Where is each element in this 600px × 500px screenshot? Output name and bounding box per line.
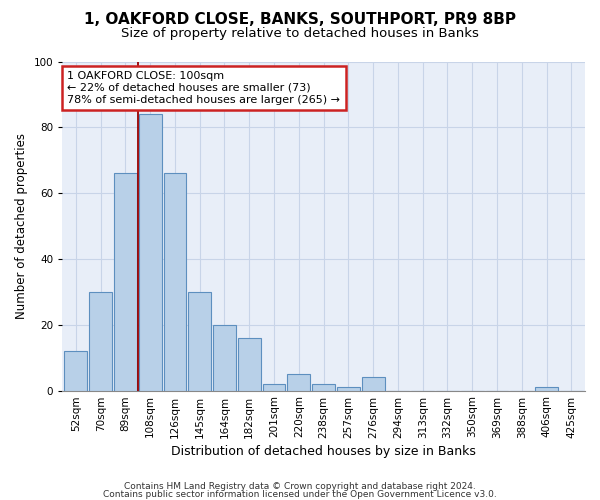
X-axis label: Distribution of detached houses by size in Banks: Distribution of detached houses by size …: [171, 444, 476, 458]
Bar: [312, 384, 335, 390]
Text: 1 OAKFORD CLOSE: 100sqm
← 22% of detached houses are smaller (73)
78% of semi-de: 1 OAKFORD CLOSE: 100sqm ← 22% of detache…: [67, 72, 340, 104]
Bar: [114, 174, 137, 390]
Bar: [64, 351, 87, 391]
Bar: [89, 292, 112, 390]
Bar: [188, 292, 211, 390]
Text: Contains HM Land Registry data © Crown copyright and database right 2024.: Contains HM Land Registry data © Crown c…: [124, 482, 476, 491]
Bar: [362, 378, 385, 390]
Text: 1, OAKFORD CLOSE, BANKS, SOUTHPORT, PR9 8BP: 1, OAKFORD CLOSE, BANKS, SOUTHPORT, PR9 …: [84, 12, 516, 28]
Bar: [287, 374, 310, 390]
Y-axis label: Number of detached properties: Number of detached properties: [15, 133, 28, 319]
Bar: [164, 174, 187, 390]
Bar: [337, 388, 360, 390]
Bar: [139, 114, 161, 390]
Bar: [213, 325, 236, 390]
Bar: [535, 388, 558, 390]
Bar: [238, 338, 260, 390]
Text: Size of property relative to detached houses in Banks: Size of property relative to detached ho…: [121, 28, 479, 40]
Bar: [263, 384, 286, 390]
Text: Contains public sector information licensed under the Open Government Licence v3: Contains public sector information licen…: [103, 490, 497, 499]
